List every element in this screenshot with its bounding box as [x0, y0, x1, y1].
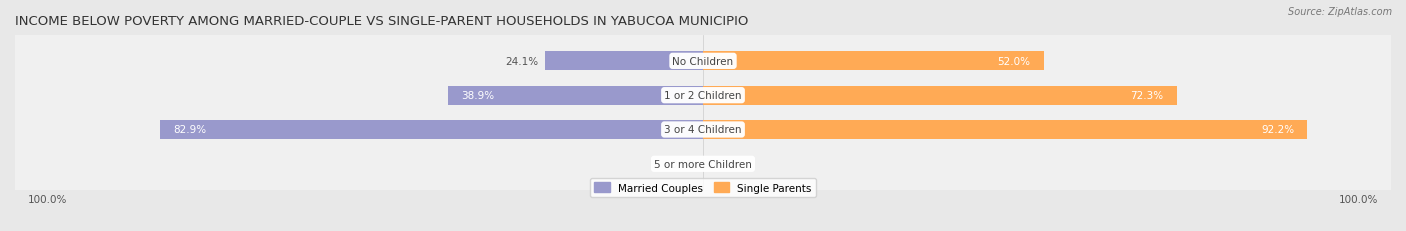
Bar: [449, 86, 703, 105]
Text: INCOME BELOW POVERTY AMONG MARRIED-COUPLE VS SINGLE-PARENT HOUSEHOLDS IN YABUCOA: INCOME BELOW POVERTY AMONG MARRIED-COUPL…: [15, 15, 748, 28]
Bar: [703, 121, 1308, 139]
Bar: [160, 121, 703, 139]
Text: 92.2%: 92.2%: [1261, 125, 1294, 135]
Text: Source: ZipAtlas.com: Source: ZipAtlas.com: [1288, 7, 1392, 17]
Text: 0.0%: 0.0%: [671, 159, 696, 169]
Text: 38.9%: 38.9%: [461, 91, 495, 101]
Bar: [703, 86, 1177, 105]
Bar: [703, 52, 1043, 71]
Text: 3 or 4 Children: 3 or 4 Children: [664, 125, 742, 135]
Text: No Children: No Children: [672, 57, 734, 67]
Text: 5 or more Children: 5 or more Children: [654, 159, 752, 169]
Text: 24.1%: 24.1%: [505, 57, 538, 67]
Legend: Married Couples, Single Parents: Married Couples, Single Parents: [591, 178, 815, 197]
Text: 82.9%: 82.9%: [173, 125, 207, 135]
Text: 72.3%: 72.3%: [1130, 91, 1164, 101]
Text: 52.0%: 52.0%: [998, 57, 1031, 67]
Text: 0.0%: 0.0%: [710, 159, 735, 169]
Text: 1 or 2 Children: 1 or 2 Children: [664, 91, 742, 101]
Bar: [546, 52, 703, 71]
